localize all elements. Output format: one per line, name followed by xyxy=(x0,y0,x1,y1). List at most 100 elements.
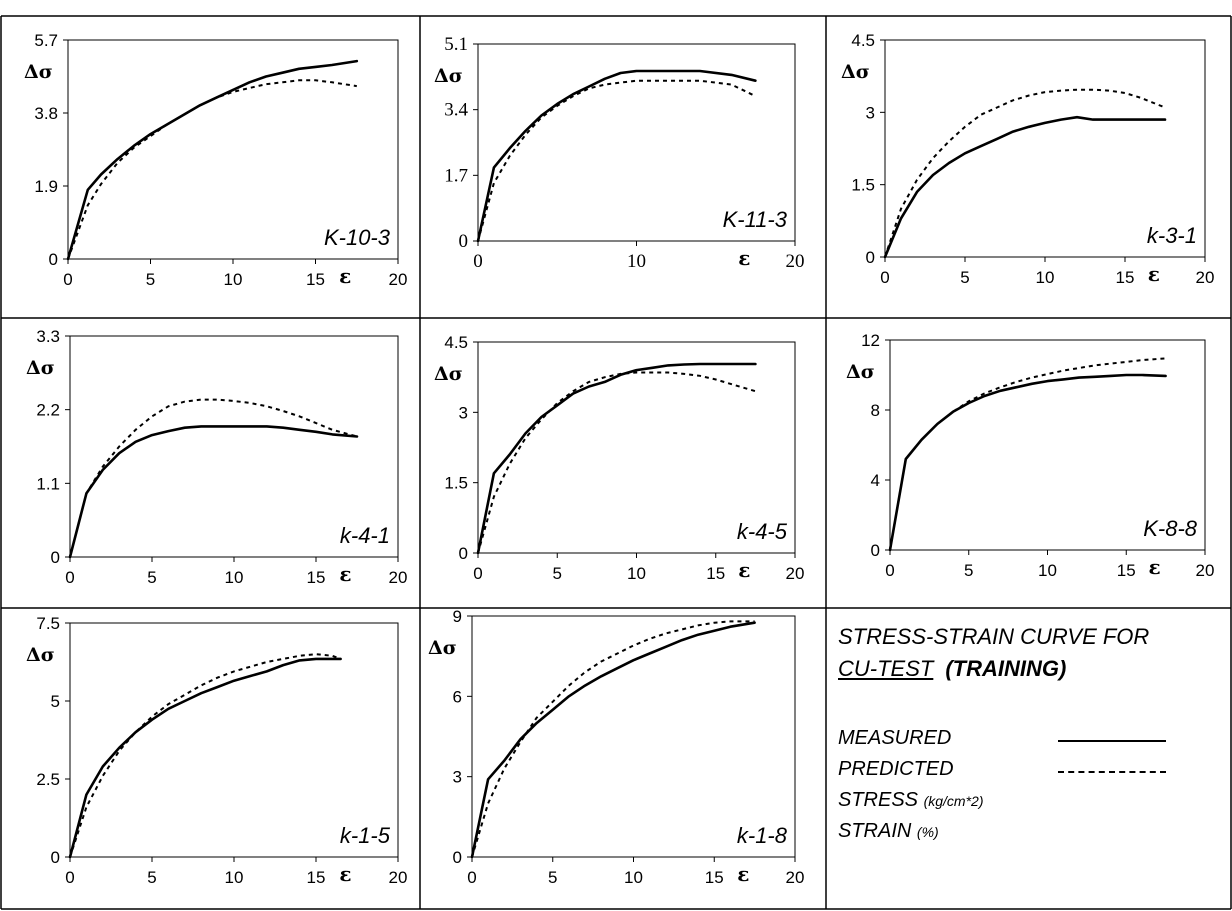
x-tick-label: 10 xyxy=(627,251,646,272)
legend-test-type: CU-TEST xyxy=(838,656,934,681)
y-tick-label: 4 xyxy=(871,471,880,490)
y-tick-label: 0 xyxy=(459,231,469,252)
x-axis-label: ε xyxy=(1149,555,1161,579)
chart-panel-5: 0 1.5 3 4.5 0 5 10 15 20 Δσ ε k-4-5 xyxy=(434,333,804,583)
x-tick-label: 10 xyxy=(624,868,643,887)
y-tick-label: 0 xyxy=(866,248,875,267)
y-tick-label: 7.5 xyxy=(36,614,60,633)
predicted-series-line xyxy=(67,79,357,260)
y-tick-label: 1.7 xyxy=(444,165,468,186)
x-tick-label: 5 xyxy=(548,868,557,887)
legend-subheading: CU-TEST (TRAINING) xyxy=(838,656,1066,682)
predicted-series-line xyxy=(884,88,1166,258)
predicted-series-line xyxy=(471,620,755,858)
legend-heading: STRESS-STRAIN CURVE FOR xyxy=(838,624,1150,649)
x-tick-label: 5 xyxy=(964,561,973,580)
x-tick-label: 15 xyxy=(1117,561,1136,580)
y-tick-label: 0 xyxy=(51,548,60,567)
x-tick-label: 15 xyxy=(307,568,326,587)
x-tick-label: 20 xyxy=(1196,268,1215,287)
y-tick-label: 3 xyxy=(459,403,468,422)
x-tick-label: 10 xyxy=(1038,561,1057,580)
x-tick-label: 20 xyxy=(389,868,408,887)
x-tick-label: 5 xyxy=(960,268,969,287)
y-tick-label: 4.5 xyxy=(444,333,468,352)
measured-series-line xyxy=(470,621,756,859)
x-tick-label: 0 xyxy=(885,561,894,580)
legend-strain-unit: (%) xyxy=(916,824,939,840)
x-tick-label: 10 xyxy=(1036,268,1055,287)
y-tick-label: 3.8 xyxy=(34,104,58,123)
legend-predicted-swatch xyxy=(1058,771,1166,773)
legend-stress-unit: (kg/cm*2) xyxy=(923,793,984,809)
y-tick-label: 12 xyxy=(861,331,880,350)
y-tick-label: 1.9 xyxy=(34,177,58,196)
y-tick-label: 1.1 xyxy=(36,474,60,493)
x-tick-label: 15 xyxy=(706,564,725,583)
chart-panel-7: 0 2.5 5 7.5 0 5 10 15 20 Δσ ε k-1-5 xyxy=(26,614,407,887)
y-axis-label: Δσ xyxy=(428,637,457,659)
y-tick-label: 3.4 xyxy=(444,100,468,121)
legend-stress-label: STRESS xyxy=(838,789,919,811)
x-tick-label: 20 xyxy=(786,868,805,887)
x-tick-label: 10 xyxy=(627,564,646,583)
chart-panel-2: 0 1.7 3.4 5.1 0 10 20 Δσ ε K-11-3 xyxy=(434,34,805,272)
plot-frame xyxy=(69,622,399,858)
y-tick-label: 2.5 xyxy=(36,770,60,789)
x-tick-label: 10 xyxy=(225,568,244,587)
x-axis-label: ε xyxy=(1148,262,1160,286)
y-axis-label: Δσ xyxy=(434,65,463,87)
chart-panels: 0 1.9 3.8 5.7 0 5 10 15 20 Δσ ε K-10-3 0 1.7 3.4 5.1 0 10… xyxy=(24,31,1214,887)
y-tick-label: 0 xyxy=(459,544,468,563)
x-axis-label: ε xyxy=(738,558,750,582)
x-tick-label: 20 xyxy=(389,568,408,587)
x-tick-label: 15 xyxy=(307,868,326,887)
x-tick-label: 0 xyxy=(473,251,483,272)
x-tick-label: 0 xyxy=(65,568,74,587)
y-tick-label: 0 xyxy=(51,848,60,867)
measured-series-line xyxy=(68,425,359,559)
predicted-series-line xyxy=(69,653,341,858)
y-axis-label: Δσ xyxy=(26,644,55,666)
y-tick-label: 5.7 xyxy=(34,31,58,50)
x-tick-label: 5 xyxy=(146,270,155,289)
legend-training-label: (TRAINING) xyxy=(945,656,1067,681)
y-tick-label: 5 xyxy=(51,692,60,711)
y-tick-label: 3 xyxy=(866,103,875,122)
chart-panel-1: 0 1.9 3.8 5.7 0 5 10 15 20 Δσ ε K-10-3 xyxy=(24,31,407,289)
x-tick-label: 20 xyxy=(389,270,408,289)
predicted-series-line xyxy=(889,357,1166,551)
panel-divider-lines xyxy=(0,15,1232,910)
measured-series-line xyxy=(68,657,342,859)
x-axis-label: ε xyxy=(738,246,750,270)
x-tick-label: 0 xyxy=(473,564,482,583)
x-tick-label: 10 xyxy=(224,270,243,289)
x-tick-label: 0 xyxy=(467,868,476,887)
panel-title: K-11-3 xyxy=(723,207,788,232)
predicted-series-line xyxy=(477,79,756,242)
x-tick-label: 5 xyxy=(553,564,562,583)
y-tick-label: 6 xyxy=(453,687,462,706)
chart-panel-4: 0 1.1 2.2 3.3 0 5 10 15 20 Δσ ε k-4-1 xyxy=(26,327,407,587)
y-tick-label: 1.5 xyxy=(444,474,468,493)
x-tick-label: 5 xyxy=(147,568,156,587)
x-tick-label: 20 xyxy=(1196,561,1215,580)
y-axis-label: Δσ xyxy=(846,361,875,383)
panel-title: K-10-3 xyxy=(324,225,391,250)
measured-series-line xyxy=(476,362,757,555)
chart-panel-8: 0 3 6 9 0 5 10 15 20 Δσ ε k-1-8 xyxy=(428,607,804,887)
y-tick-label: 3.3 xyxy=(36,327,60,346)
y-tick-label: 0 xyxy=(871,541,880,560)
panel-title: k-4-1 xyxy=(340,523,390,548)
x-tick-label: 15 xyxy=(1116,268,1135,287)
x-tick-label: 20 xyxy=(786,564,805,583)
legend-panel: STRESS-STRAIN CURVE FOR CU-TEST (TRAINING… xyxy=(838,610,1228,910)
predicted-series-line xyxy=(477,371,756,554)
y-axis-label: Δσ xyxy=(24,61,53,83)
panel-title: k-1-8 xyxy=(737,823,788,848)
x-axis-label: ε xyxy=(737,862,749,886)
measured-series-line xyxy=(66,59,359,261)
y-tick-label: 5.1 xyxy=(444,34,468,55)
y-axis-label: Δσ xyxy=(841,61,870,83)
